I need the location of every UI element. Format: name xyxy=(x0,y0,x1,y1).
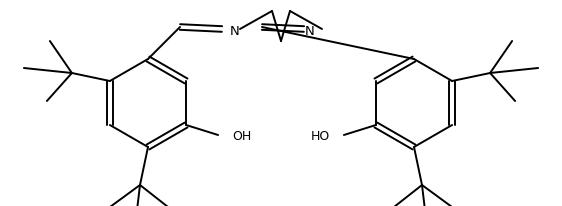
Text: OH: OH xyxy=(232,130,251,144)
Text: HO: HO xyxy=(311,130,330,144)
Text: N: N xyxy=(230,25,240,37)
Text: N: N xyxy=(304,25,314,37)
